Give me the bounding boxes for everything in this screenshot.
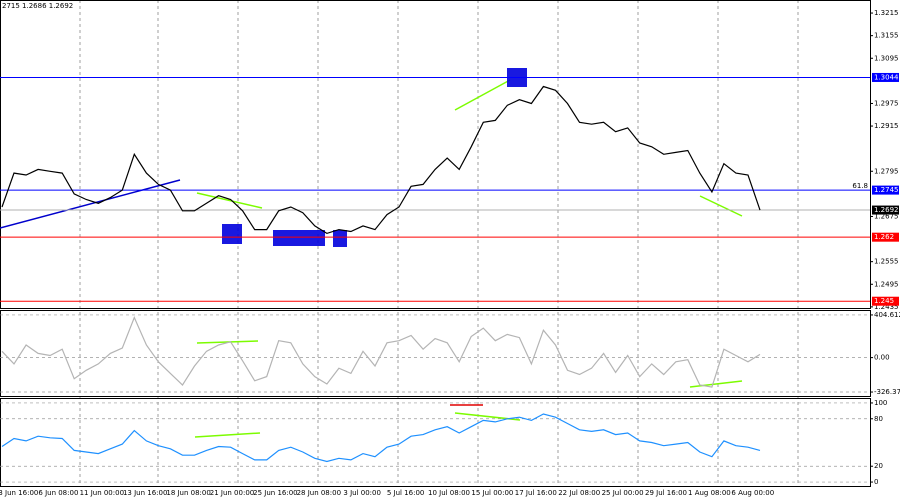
- rsi-pane: [0, 398, 871, 487]
- trend-line: [0, 179, 181, 229]
- x-tick-label: 13 Jun 16:00: [123, 489, 167, 497]
- level-label-bg: [872, 185, 899, 195]
- y-tick-label: 404.6122: [874, 311, 900, 319]
- x-tick-label: 25 Jun 16:00: [253, 489, 297, 497]
- level-label-bg: [872, 205, 899, 215]
- marker-box: [273, 230, 325, 246]
- y-tick-label: 80: [874, 415, 883, 423]
- price-pane: [0, 0, 871, 309]
- level-label: 1.262: [874, 233, 894, 241]
- cci-pane: [0, 310, 871, 397]
- level-label-bg: [872, 232, 899, 242]
- y-tick-label: 1.3155: [874, 32, 899, 40]
- x-tick-label: 28 Jun 08:00: [297, 489, 341, 497]
- y-tick-label: 1.2915: [874, 122, 899, 130]
- x-tick-label: 17 Jul 16:00: [515, 489, 557, 497]
- divergence-line: [689, 380, 743, 388]
- x-tick-label: 0 3 Jun 16:00: [0, 489, 38, 497]
- y-tick-label: 1.2795: [874, 167, 899, 175]
- level-label: 1.3044: [874, 73, 899, 81]
- y-tick-label: 1.2555: [874, 258, 899, 266]
- x-tick-label: 1 Aug 08:00: [688, 489, 731, 497]
- x-tick-label: 3 Jul 00:00: [343, 489, 381, 497]
- x-tick-label: 6 Aug 00:00: [731, 489, 774, 497]
- series-line: [1, 315, 761, 388]
- pane-borders: [0, 0, 871, 487]
- x-tick-label: 6 Jun 08:00: [38, 489, 78, 497]
- x-tick-label: 22 Jul 08:00: [558, 489, 600, 497]
- y-tick-label: 1.2975: [874, 99, 899, 107]
- y-tick-label: 0.00: [874, 354, 890, 362]
- y-tick-label: 1.2495: [874, 280, 899, 288]
- divergence-line: [194, 432, 261, 438]
- x-tick-label: 5 Jul 16:00: [387, 489, 425, 497]
- level-label: 1.2745: [874, 186, 899, 194]
- x-tick-label: 11 Jun 00:00: [80, 489, 124, 497]
- y-tick-label: 1.3095: [874, 54, 899, 62]
- y-tick-label: 1.2675: [874, 212, 899, 220]
- divergence-line: [454, 79, 511, 111]
- series-line: [1, 413, 761, 463]
- marker-box: [333, 230, 347, 247]
- x-tick-label: 21 Jun 00:00: [210, 489, 254, 497]
- series-line: [1, 85, 761, 235]
- level-label-bg: [872, 72, 899, 82]
- x-tick-label: 29 Jul 16:00: [645, 489, 687, 497]
- marker-box: [222, 224, 242, 244]
- level-name: 61.8: [852, 182, 868, 190]
- divergence-line: [699, 195, 743, 217]
- level-label-bg: [872, 296, 899, 306]
- annotations: [0, 68, 743, 438]
- divergence-line: [196, 192, 263, 209]
- y-tick-label: 1.2435: [874, 303, 899, 311]
- level-label: 1.245: [874, 297, 894, 305]
- y-tick-label: 0: [874, 478, 878, 486]
- y-tick-label: 20: [874, 462, 883, 470]
- x-tick-label: 15 Jul 00:00: [471, 489, 513, 497]
- chart-title: 2715 1.2686 1.2692: [2, 2, 73, 10]
- divergence-line: [196, 340, 259, 344]
- x-tick-label: 18 Jun 08:00: [166, 489, 210, 497]
- y-tick-label: 1.3215: [874, 9, 899, 17]
- x-tick-label: 25 Jul 00:00: [602, 489, 644, 497]
- x-tick-label: 10 Jul 08:00: [428, 489, 470, 497]
- level-label: 1.2692: [874, 206, 899, 214]
- y-tick-label: 100: [874, 399, 887, 407]
- y-tick-label: -326.377: [874, 388, 900, 396]
